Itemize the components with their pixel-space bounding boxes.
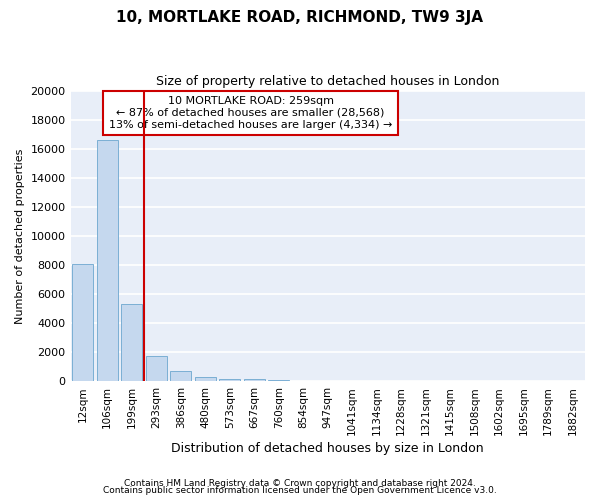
Bar — [220, 378, 240, 382]
Text: 10 MORTLAKE ROAD: 259sqm
← 87% of detached houses are smaller (28,568)
13% of se: 10 MORTLAKE ROAD: 259sqm ← 87% of detach… — [109, 96, 392, 130]
Title: Size of property relative to detached houses in London: Size of property relative to detached ho… — [156, 75, 499, 88]
X-axis label: Distribution of detached houses by size in London: Distribution of detached houses by size … — [172, 442, 484, 455]
Bar — [244, 379, 265, 382]
Bar — [195, 377, 215, 382]
Bar — [121, 304, 142, 382]
Text: Contains public sector information licensed under the Open Government Licence v3: Contains public sector information licen… — [103, 486, 497, 495]
Bar — [146, 356, 167, 382]
Bar — [170, 370, 191, 382]
Bar — [97, 140, 118, 382]
Bar — [73, 264, 93, 382]
Text: 10, MORTLAKE ROAD, RICHMOND, TW9 3JA: 10, MORTLAKE ROAD, RICHMOND, TW9 3JA — [116, 10, 484, 25]
Y-axis label: Number of detached properties: Number of detached properties — [15, 148, 25, 324]
Bar — [268, 380, 289, 382]
Text: Contains HM Land Registry data © Crown copyright and database right 2024.: Contains HM Land Registry data © Crown c… — [124, 478, 476, 488]
